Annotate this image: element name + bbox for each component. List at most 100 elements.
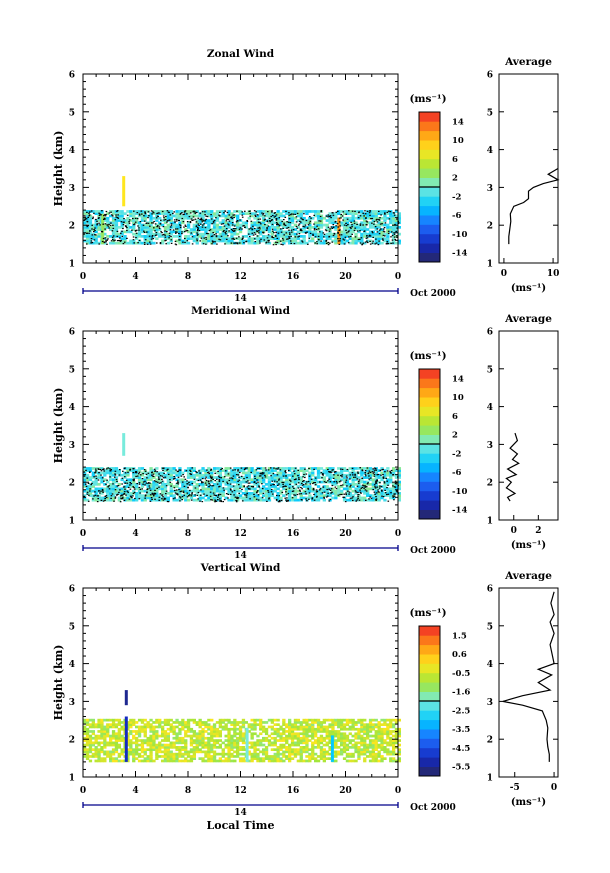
heatmap-cell [351,219,355,222]
contour-speck [114,496,117,498]
contour-speck [332,226,335,228]
heatmap-cell [181,496,185,500]
contour-speck [178,232,180,235]
heatmap-cell [100,212,104,215]
contour-speck [128,221,130,223]
heatmap-cell [270,489,274,493]
contour-speck [112,224,114,226]
heatmap-cell [357,237,361,240]
contour-speck [186,230,189,232]
heatmap-cell [155,755,159,758]
contour-speck [182,490,185,492]
heatmap-cell [380,492,384,495]
contour-speck [156,212,158,215]
heatmap-cell [166,212,170,215]
contour-speck [261,472,264,474]
heatmap-cell [163,235,168,238]
heatmap-cell [120,489,124,493]
heatmap-cell [184,216,188,220]
contour-speck [295,221,298,223]
contour-speck [226,481,228,483]
contour-speck [288,218,291,220]
contour-speck [118,239,120,242]
contour-speck [348,210,350,212]
heatmap-cell [85,752,90,756]
heatmap-cell [114,746,119,749]
heatmap-cell [383,216,387,220]
heatmap-cell [126,750,130,754]
heatmap-cell [314,232,318,236]
heatmap-cell [322,489,326,493]
contour-speck [273,232,275,234]
contour-speck [283,224,286,226]
heatmap-cell [340,221,344,225]
contour-speck [255,498,258,500]
heatmap-cell [238,480,243,484]
heatmap-cell [126,496,130,500]
heatmap-cell [290,480,295,484]
heatmap-cell [83,228,87,231]
heatmap-title: Zonal Wind [207,48,275,60]
heatmap-cell [331,489,335,493]
contour-speck [339,493,341,496]
contour-speck [229,483,232,485]
heatmap-cell [135,485,139,488]
y-tick-label: 4 [69,146,75,156]
heatmap-cell [305,492,309,495]
heatmap-cell [371,219,375,222]
heatmap-cell [322,476,326,479]
contour-speck [288,212,290,214]
heatmap-cell [189,471,194,475]
heatmap-cell [296,226,300,229]
heatmap-cell [264,498,269,502]
contour-speck [191,219,193,221]
heatmap-cell [253,212,257,215]
heatmap-cell [100,757,104,760]
heatmap-cell [264,492,269,495]
contour-speck [267,211,269,213]
heatmap-cell [262,485,266,488]
contour-speck [222,487,225,489]
heatmap-cell [397,480,401,484]
contour-speck [296,212,299,214]
heatmap-cell [155,230,159,234]
contour-speck [371,232,374,234]
contour-speck [210,469,212,471]
heatmap-cell [135,212,139,215]
contour-speck [317,228,320,230]
contour-speck [165,493,167,495]
contour-speck [223,476,226,478]
contour-speck [318,220,320,222]
heatmap-cell [169,239,173,243]
contour-speck [168,235,171,237]
heatmap-cell [319,230,324,234]
contour-speck [281,220,283,223]
heatmap-cell [181,210,185,213]
heatmap-cell [215,239,220,243]
heatmap-cell [129,241,133,245]
contour-speck [242,500,244,502]
heatmap-cell [100,736,104,740]
contour-speck [238,236,240,238]
contour-speck [225,228,228,230]
heatmap-cell [224,214,228,218]
contour-speck [119,240,122,242]
heatmap-cell [161,235,165,238]
contour-speck [109,476,111,478]
contour-speck [142,473,144,475]
heatmap-cell [152,241,156,245]
contour-speck [196,234,199,236]
heatmap-cell [83,212,87,215]
contour-speck [285,494,288,496]
heatmap-cell [106,743,110,747]
contour-speck [264,467,267,469]
heatmap-cell [325,235,329,238]
heatmap-cell [273,226,277,229]
contour-speck [115,478,118,481]
contour-speck [378,219,381,221]
heatmap-cell [94,489,98,493]
heatmap-cell [276,496,280,500]
contour-speck [278,225,281,227]
heatmap-cell [368,214,373,218]
heatmap-cell [351,480,355,484]
